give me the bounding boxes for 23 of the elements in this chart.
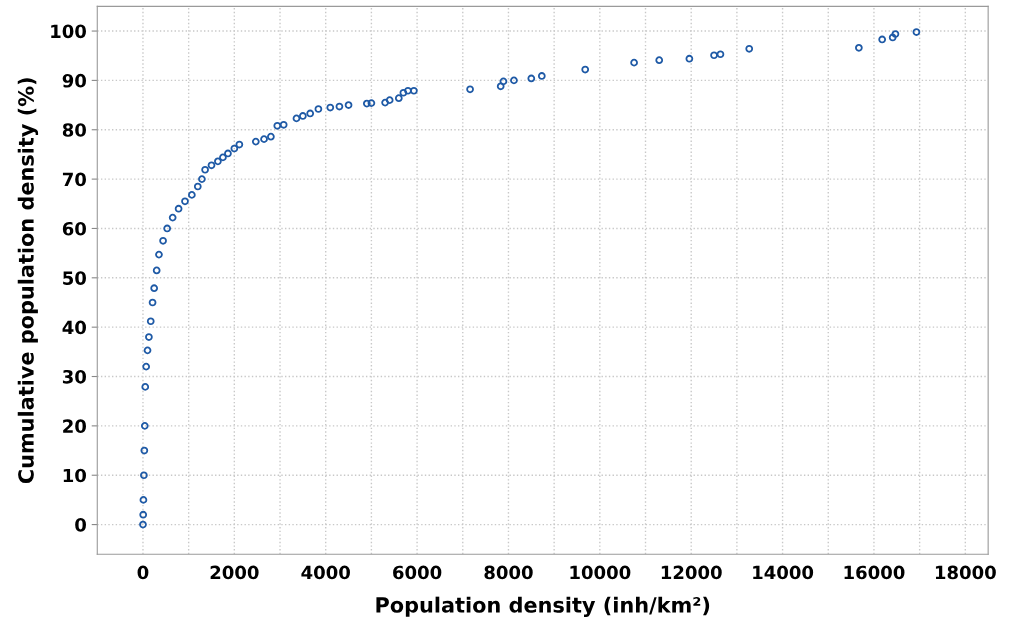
x-tick-label: 4000 (301, 565, 350, 580)
x-axis-title: Population density (inh/km²) (376, 596, 710, 617)
x-tick-label: 16000 (844, 565, 905, 580)
x-tick-label: 0 (137, 565, 149, 580)
x-tick-label: 6000 (393, 565, 442, 580)
y-tick-label: 100 (51, 24, 86, 39)
x-tick-label: 2000 (210, 565, 259, 580)
y-tick-label: 20 (63, 419, 86, 433)
x-tick-label: 12000 (661, 565, 722, 580)
x-tick-label: 18000 (935, 565, 996, 580)
y-tick-label: 50 (63, 271, 86, 285)
y-tick-label: 70 (62, 172, 86, 187)
y-tick-label: 60 (62, 221, 86, 236)
y-tick-label: 0 (75, 518, 86, 532)
x-tick-label: 10000 (570, 565, 631, 580)
y-tick-label: 30 (62, 369, 86, 384)
y-axis-title: Cumulative population density (%) (17, 78, 39, 484)
y-tick-label: 80 (62, 123, 86, 137)
x-tick-label: 14000 (753, 565, 814, 580)
x-tick-label: 8000 (484, 565, 533, 580)
y-tick-label: 40 (62, 320, 86, 335)
y-tick-label: 90 (62, 73, 86, 88)
y-tick-label: 10 (63, 468, 86, 483)
